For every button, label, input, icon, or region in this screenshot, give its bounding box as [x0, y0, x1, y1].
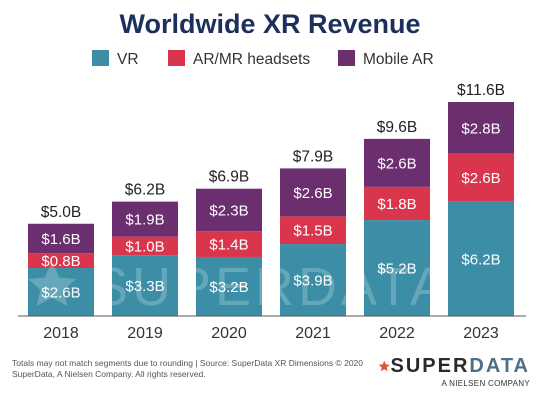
source-footnote: Totals may not match segments due to rou…	[12, 358, 372, 380]
x-axis-labels: 2018 2019 2020 2021 2022 2023	[43, 325, 499, 342]
logo-wordmark-super: SUPER	[390, 354, 470, 377]
bar-2022-series-1	[364, 220, 430, 316]
bar-2020-series-3	[196, 188, 262, 232]
bar-2019-series-2	[112, 236, 178, 256]
footnote-line-2: SuperData, A Nielsen Company. All rights…	[12, 369, 206, 379]
footnote-line-1: Totals may not match segments due to rou…	[12, 358, 364, 368]
bar-2021-series-3	[280, 168, 346, 217]
bar-2018-series-2	[28, 253, 94, 269]
xr-revenue-chart: Worldwide XR Revenue VR AR/MR headsets Mob…	[18, 9, 526, 342]
bar-2018-series-3	[28, 223, 94, 254]
segment-label-2021-3: $2.6B	[293, 185, 332, 202]
superdata-logo: SUPERDATA A NIELSEN COMPANY	[378, 354, 530, 398]
bars-group: $2.6B $0.8B $1.6B $5.0B $3.3B $1.0B $1.9B $6.2B…	[28, 82, 514, 316]
segment-label-2020-2: $1.4B	[209, 237, 248, 254]
legend-label-3: Mobile AR	[363, 51, 434, 68]
legend-label-1: VR	[117, 51, 139, 68]
segment-label-2020-3: $2.3B	[209, 202, 248, 219]
logo-subtitle: A NIELSEN COMPANY	[441, 379, 530, 388]
segment-label-2021-1: $3.9B	[293, 273, 332, 290]
segment-label-2019-1: $3.3B	[125, 278, 164, 295]
x-tick-label-2019: 2019	[127, 325, 163, 342]
x-tick-label-2022: 2022	[379, 325, 415, 342]
bar-2023-series-1	[448, 201, 514, 316]
x-tick-label-2020: 2020	[211, 325, 247, 342]
legend-label-2: AR/MR headsets	[193, 51, 310, 68]
legend-swatch-3	[338, 50, 355, 66]
star-icon	[378, 360, 390, 372]
total-label-2021: $7.9B	[293, 148, 334, 165]
segment-label-2022-2: $1.8B	[377, 196, 416, 213]
legend-swatch-2	[168, 50, 185, 66]
watermark-text: SUPERDATA	[92, 257, 450, 317]
total-label-2022: $9.6B	[377, 119, 418, 136]
watermark-star-icon	[28, 262, 76, 306]
bar-2019-series-1	[112, 255, 178, 316]
x-tick-label-2021: 2021	[295, 325, 331, 342]
legend-swatch-1	[92, 50, 109, 66]
logo-wordmark-data: DATA	[469, 354, 530, 377]
segment-label-2018-1: $2.6B	[41, 285, 80, 302]
logo-wordmark: SUPERDATA	[391, 355, 530, 378]
bar-2018-series-1	[28, 268, 94, 316]
segment-label-2020-1: $3.2B	[209, 279, 248, 296]
segment-label-2019-2: $1.0B	[125, 238, 164, 255]
segment-label-2018-3: $1.6B	[41, 231, 80, 248]
total-label-2023: $11.6B	[457, 82, 505, 99]
watermark: SUPERDATA	[28, 257, 450, 317]
bar-2020-series-1	[196, 256, 262, 316]
segment-label-2023-1: $6.2B	[461, 251, 500, 268]
chart-legend: VR AR/MR headsets Mobile AR	[92, 50, 434, 68]
segment-label-2018-2: $0.8B	[41, 253, 80, 270]
segment-label-2019-3: $1.9B	[125, 212, 164, 229]
bar-2020-series-2	[196, 231, 262, 257]
bar-2021-series-2	[280, 216, 346, 245]
bar-2023-series-3	[448, 102, 514, 154]
bar-2022-series-3	[364, 138, 430, 187]
segment-label-2022-3: $2.6B	[377, 155, 416, 172]
x-tick-label-2023: 2023	[463, 325, 499, 342]
total-label-2019: $6.2B	[125, 182, 166, 199]
total-label-2018: $5.0B	[41, 204, 82, 221]
x-tick-label-2018: 2018	[43, 325, 79, 342]
total-label-2020: $6.9B	[209, 169, 250, 186]
segment-label-2022-1: $5.2B	[377, 261, 416, 278]
bar-2019-series-3	[112, 201, 178, 237]
bar-2022-series-2	[364, 186, 430, 221]
bar-2021-series-1	[280, 244, 346, 316]
chart-title: Worldwide XR Revenue	[119, 9, 420, 39]
bar-2023-series-2	[448, 153, 514, 202]
segment-label-2021-2: $1.5B	[293, 223, 332, 240]
segment-label-2023-2: $2.6B	[461, 170, 500, 187]
segment-label-2023-3: $2.8B	[461, 120, 500, 137]
